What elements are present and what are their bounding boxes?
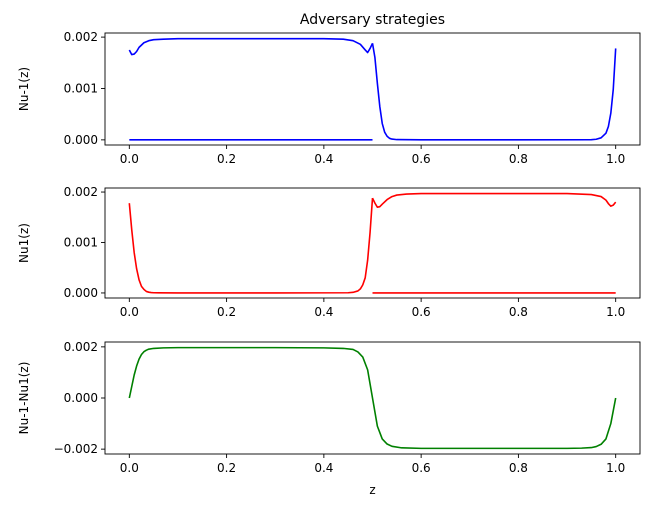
series-line-1-1 [128, 37, 374, 56]
x-tick-label: 0.6 [412, 305, 431, 319]
x-tick-label: 0.0 [120, 305, 139, 319]
subplot-3: 0.0 0.2 0.4 0.6 0.8 1.0 −0.002 0.000 0.002 Nu-1-N… [17, 340, 641, 497]
subplot-1: 0.0 0.2 0.4 0.6 0.8 1.0 0.000 0.001 0.002 Nu-1(z)… [17, 12, 641, 166]
series-line-3-1 [128, 346, 617, 450]
x-tick-label: 1.0 [606, 152, 625, 166]
y-tick-label: −0.002 [54, 442, 98, 456]
x-tick-label: 0.2 [217, 305, 236, 319]
x-tick-label: 0.8 [509, 461, 528, 475]
axes-frame [104, 187, 641, 299]
x-tick-label: 0.6 [412, 152, 431, 166]
y-tick-label: 0.000 [64, 286, 98, 300]
y-axis-label: Nu-1(z) [17, 67, 31, 111]
x-tick-label: 1.0 [606, 461, 625, 475]
x-tick-label: 0.0 [120, 152, 139, 166]
x-axis-label: z [369, 483, 375, 497]
y-axis-label: Nu-1-Nu1(z) [17, 362, 31, 435]
y-tick-label: 0.002 [64, 30, 98, 44]
y-tick-label: 0.001 [64, 81, 98, 95]
y-tick-label: 0.002 [64, 340, 98, 354]
x-tick-label: 0.2 [217, 461, 236, 475]
chart-title: Adversary strategies [300, 12, 445, 28]
x-tick-label: 0.8 [509, 152, 528, 166]
y-tick-label: 0.000 [64, 133, 98, 147]
x-tick-label: 0.2 [217, 152, 236, 166]
y-tick-label: 0.002 [64, 185, 98, 199]
y-axis-label: Nu1(z) [17, 223, 31, 263]
subplot-2: 0.0 0.2 0.4 0.6 0.8 1.0 0.000 0.001 0.002 Nu1(z) [17, 185, 641, 319]
series-line-2-1 [128, 198, 374, 294]
series-line-2-2 [371, 192, 617, 208]
axes-frame [104, 32, 641, 146]
x-tick-label: 0.4 [314, 305, 333, 319]
x-tick-label: 0.4 [314, 152, 333, 166]
x-tick-label: 0.0 [120, 461, 139, 475]
x-tick-label: 0.4 [314, 461, 333, 475]
y-tick-label: 0.001 [64, 235, 98, 249]
x-tick-label: 1.0 [606, 305, 625, 319]
x-tick-label: 0.6 [412, 461, 431, 475]
x-tick-label: 0.8 [509, 305, 528, 319]
y-tick-label: 0.000 [64, 391, 98, 405]
series-line-1-2 [371, 43, 617, 141]
